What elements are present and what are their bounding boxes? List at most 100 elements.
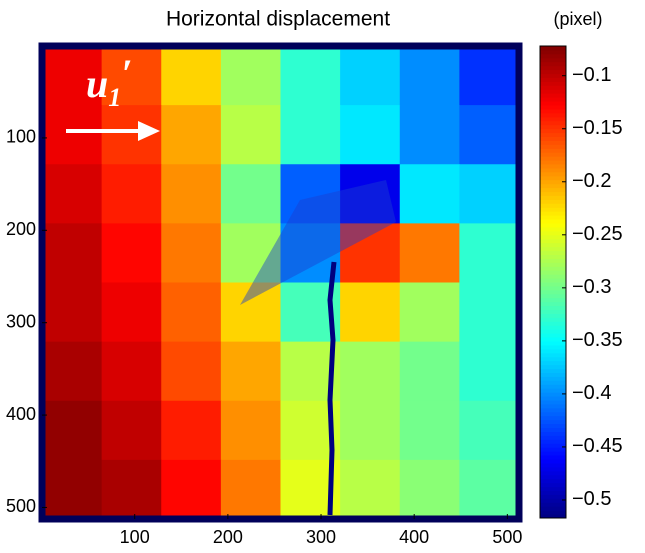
colorbar-strip — [540, 466, 566, 472]
annotation-arrowhead — [138, 121, 160, 141]
colorbar-strip — [540, 285, 566, 291]
colorbar-strip — [540, 191, 566, 196]
heatmap-cell — [220, 46, 281, 106]
colorbar-strip — [540, 120, 566, 126]
colorbar-strip — [540, 376, 566, 381]
crack-region — [240, 180, 396, 305]
heatmap-cell — [101, 459, 162, 520]
colorbar-strip — [540, 451, 566, 456]
colorbar-strip — [540, 262, 566, 267]
colorbar-strip — [540, 352, 566, 358]
heatmap-cell — [161, 46, 222, 106]
x-tick-label: 400 — [399, 527, 429, 547]
heatmap-cell — [399, 400, 460, 461]
heatmap-cell — [101, 341, 162, 402]
colorbar-strip — [540, 199, 566, 204]
colorbar-strip — [540, 116, 566, 122]
colorbar-strip — [540, 164, 566, 169]
colorbar-strip — [540, 223, 566, 228]
colorbar-strip — [540, 49, 566, 55]
colorbar-strip — [540, 238, 566, 244]
heatmap-cell — [220, 223, 281, 283]
colorbar-strip — [540, 344, 566, 350]
colorbar-strip — [540, 502, 566, 507]
heatmap-cell — [220, 341, 281, 402]
heatmap-cell — [161, 223, 222, 283]
colorbar-strip — [540, 427, 566, 432]
colorbar-strip — [540, 124, 566, 130]
colorbar-tick-label: −0.45 — [572, 435, 623, 457]
colorbar-strip — [540, 356, 566, 362]
heatmap-cell — [340, 164, 401, 224]
colorbar-strip — [540, 411, 566, 417]
x-tick-label: 100 — [120, 527, 150, 547]
colorbar-strip — [540, 341, 566, 346]
heatmap-cell — [399, 105, 460, 165]
heatmap-cell — [220, 282, 281, 343]
heatmap-cell — [459, 223, 520, 283]
colorbar-strip — [540, 309, 566, 314]
colorbar-strip — [540, 348, 566, 354]
colorbar-strip — [540, 211, 566, 216]
colorbar-tick-label: −0.2 — [572, 170, 611, 192]
colorbar-strip — [540, 498, 566, 503]
colorbar-strip — [540, 266, 566, 271]
heatmap-cell — [340, 459, 401, 520]
colorbar-strip — [540, 510, 566, 515]
colorbar-strip — [540, 144, 566, 149]
colorbar-strip — [540, 423, 566, 429]
colorbar-strip — [540, 360, 566, 366]
annotation-prime: ′ — [121, 51, 132, 96]
colorbar-strip — [540, 128, 566, 134]
colorbar-strip — [540, 297, 566, 303]
colorbar-strip — [540, 486, 566, 491]
colorbar-strip — [540, 325, 566, 330]
colorbar-strip — [540, 258, 566, 263]
colorbar-strip — [540, 470, 566, 476]
colorbar-strip — [540, 93, 566, 98]
heatmap-cell — [399, 46, 460, 106]
colorbar-strip — [540, 132, 566, 137]
heatmap-cell — [340, 282, 401, 343]
colorbar-strip — [540, 289, 566, 295]
colorbar-tick-label: −0.15 — [572, 117, 623, 139]
colorbar-strip — [540, 53, 566, 59]
colorbar-tick-label: −0.5 — [572, 488, 611, 510]
x-tick-label: 200 — [213, 527, 243, 547]
colorbar-strip — [540, 81, 566, 86]
colorbar-strip — [540, 187, 566, 193]
colorbar-strip — [540, 136, 566, 141]
heatmap-cell — [42, 164, 103, 224]
heatmap-cell — [161, 105, 222, 165]
heatmap-cell — [101, 400, 162, 461]
y-tick-label: 100 — [6, 127, 36, 147]
heatmap-cell — [161, 459, 222, 520]
chart-title: Horizontal displacement — [166, 8, 390, 31]
heatmap-cell — [220, 459, 281, 520]
colorbar-strip — [540, 246, 566, 252]
heatmap-cell — [42, 282, 103, 343]
colorbar-strip — [540, 85, 566, 90]
colorbar-frame — [539, 45, 567, 519]
colorbar-strip — [540, 384, 566, 389]
colorbar-strip — [540, 167, 566, 173]
colorbar-strip — [540, 46, 566, 51]
heatmap-cell — [161, 400, 222, 461]
heatmap-cell — [220, 400, 281, 461]
colorbar-strip — [540, 506, 566, 511]
colorbar-strip — [540, 179, 566, 185]
heatmap-cell — [101, 223, 162, 283]
heatmap — [42, 46, 520, 520]
heatmap-cell — [101, 46, 162, 106]
heatmap-cell — [399, 282, 460, 343]
colorbar-tick-label: −0.1 — [572, 64, 611, 86]
heatmap-cell — [459, 164, 520, 224]
heatmap-cell — [399, 164, 460, 224]
y-tick-label: 500 — [6, 496, 36, 516]
colorbar-strip — [540, 439, 566, 444]
colorbar-strip — [540, 254, 566, 259]
heatmap-cell — [280, 164, 341, 224]
colorbar-strip — [540, 372, 566, 377]
colorbar-strip — [540, 148, 566, 153]
